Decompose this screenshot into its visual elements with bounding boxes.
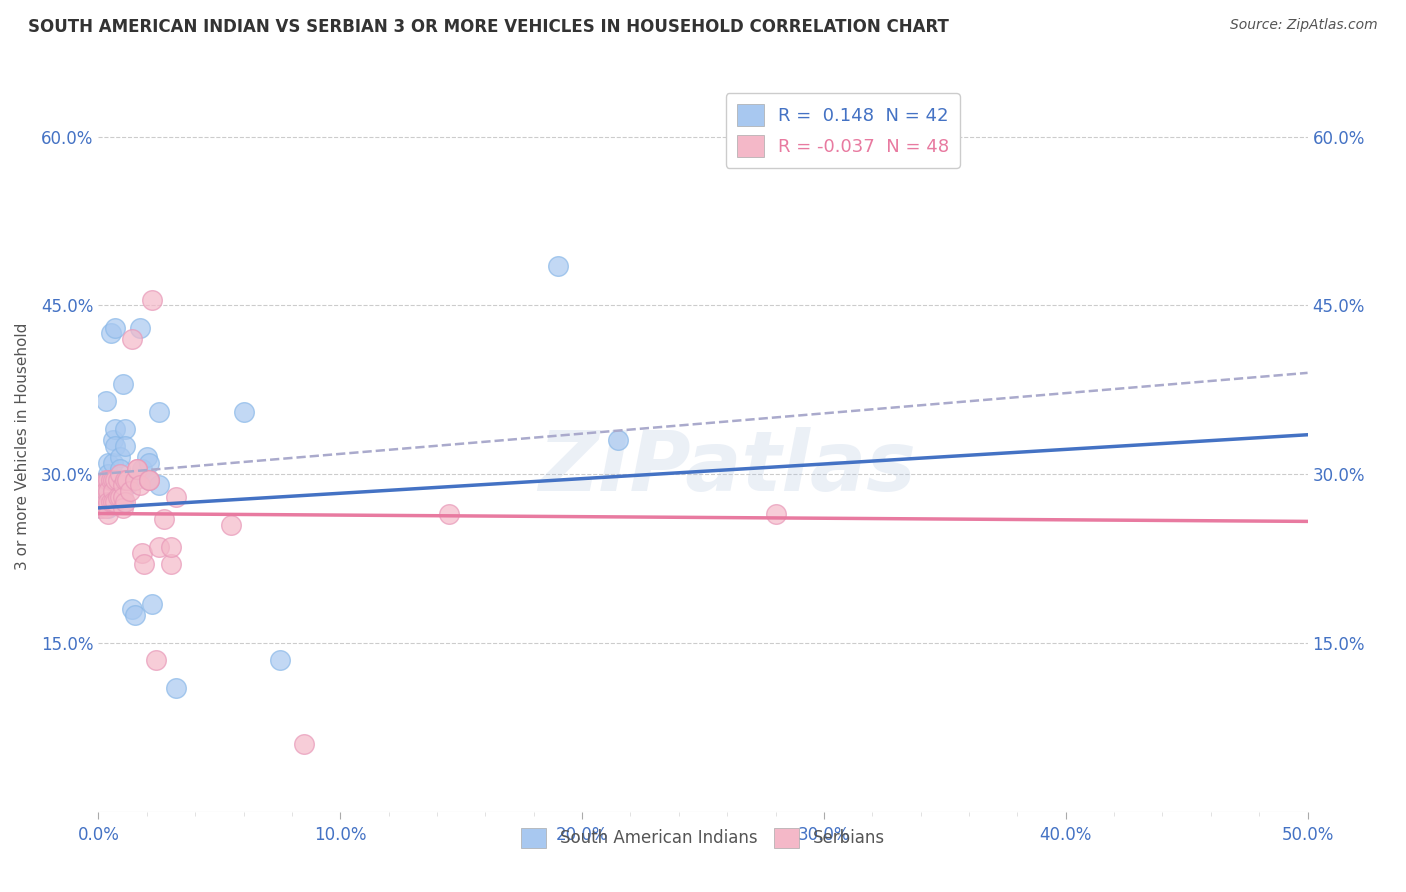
Point [104, 473, 127, 487]
Point [108, 461, 131, 475]
Point [94, 495, 117, 509]
Point [131, 461, 153, 475]
Point [91, 478, 114, 492]
Point [117, 478, 139, 492]
Point [160, 557, 183, 571]
Point [108, 467, 131, 482]
Point [165, 681, 187, 695]
Point [437, 507, 460, 521]
Point [221, 517, 243, 532]
Point [100, 473, 122, 487]
Point [114, 422, 136, 436]
Point [107, 473, 129, 487]
Point [104, 422, 127, 436]
Text: Source: ZipAtlas.com: Source: ZipAtlas.com [1230, 18, 1378, 32]
Point [101, 456, 124, 470]
Point [97, 473, 120, 487]
Point [91, 495, 114, 509]
Point [135, 450, 157, 465]
Point [148, 478, 170, 492]
Point [97, 495, 120, 509]
Point [91, 495, 114, 509]
Point [97, 456, 120, 470]
Point [97, 507, 120, 521]
Point [128, 478, 150, 492]
Point [131, 546, 153, 560]
Point [232, 405, 254, 419]
Point [101, 473, 124, 487]
Point [111, 478, 134, 492]
Point [104, 439, 127, 453]
Point [127, 461, 149, 475]
Point [148, 541, 170, 555]
Point [111, 500, 134, 515]
Point [111, 495, 134, 509]
Point [94, 500, 117, 515]
Point [100, 326, 122, 341]
Point [111, 490, 134, 504]
Point [90, 500, 112, 515]
Text: ZIPatlas: ZIPatlas [538, 427, 917, 508]
Legend: South American Indians, Serbians: South American Indians, Serbians [515, 821, 891, 855]
Point [145, 653, 167, 667]
Point [292, 737, 315, 751]
Point [100, 473, 122, 487]
Point [101, 434, 124, 448]
Point [138, 473, 160, 487]
Point [114, 473, 136, 487]
Point [141, 293, 163, 307]
Point [91, 478, 114, 492]
Point [104, 321, 127, 335]
Point [101, 483, 124, 498]
Point [108, 490, 131, 504]
Point [547, 259, 569, 273]
Point [90, 500, 112, 515]
Point [97, 483, 120, 498]
Point [94, 483, 117, 498]
Point [128, 321, 150, 335]
Point [118, 483, 141, 498]
Point [114, 439, 136, 453]
Point [100, 495, 122, 509]
Point [148, 405, 170, 419]
Point [138, 473, 160, 487]
Point [94, 394, 117, 409]
Text: SOUTH AMERICAN INDIAN VS SERBIAN 3 OR MORE VEHICLES IN HOUSEHOLD CORRELATION CHA: SOUTH AMERICAN INDIAN VS SERBIAN 3 OR MO… [28, 18, 949, 36]
Point [138, 456, 160, 470]
Point [94, 473, 117, 487]
Point [107, 473, 129, 487]
Point [134, 557, 156, 571]
Point [97, 500, 120, 515]
Point [138, 473, 160, 487]
Point [124, 473, 146, 487]
Point [104, 495, 127, 509]
Point [108, 450, 131, 465]
Point [124, 607, 146, 622]
Point [100, 478, 122, 492]
Point [152, 512, 174, 526]
Point [160, 541, 183, 555]
Point [118, 473, 141, 487]
Point [97, 467, 120, 482]
Point [107, 478, 129, 492]
Point [101, 495, 124, 509]
Point [121, 602, 143, 616]
Point [114, 495, 136, 509]
Point [127, 461, 149, 475]
Point [765, 507, 787, 521]
Y-axis label: 3 or more Vehicles in Household: 3 or more Vehicles in Household [15, 322, 30, 570]
Point [111, 377, 134, 392]
Point [121, 332, 143, 346]
Point [94, 483, 117, 498]
Point [607, 434, 630, 448]
Point [107, 490, 129, 504]
Point [269, 653, 291, 667]
Point [141, 597, 163, 611]
Point [117, 473, 139, 487]
Point [165, 490, 187, 504]
